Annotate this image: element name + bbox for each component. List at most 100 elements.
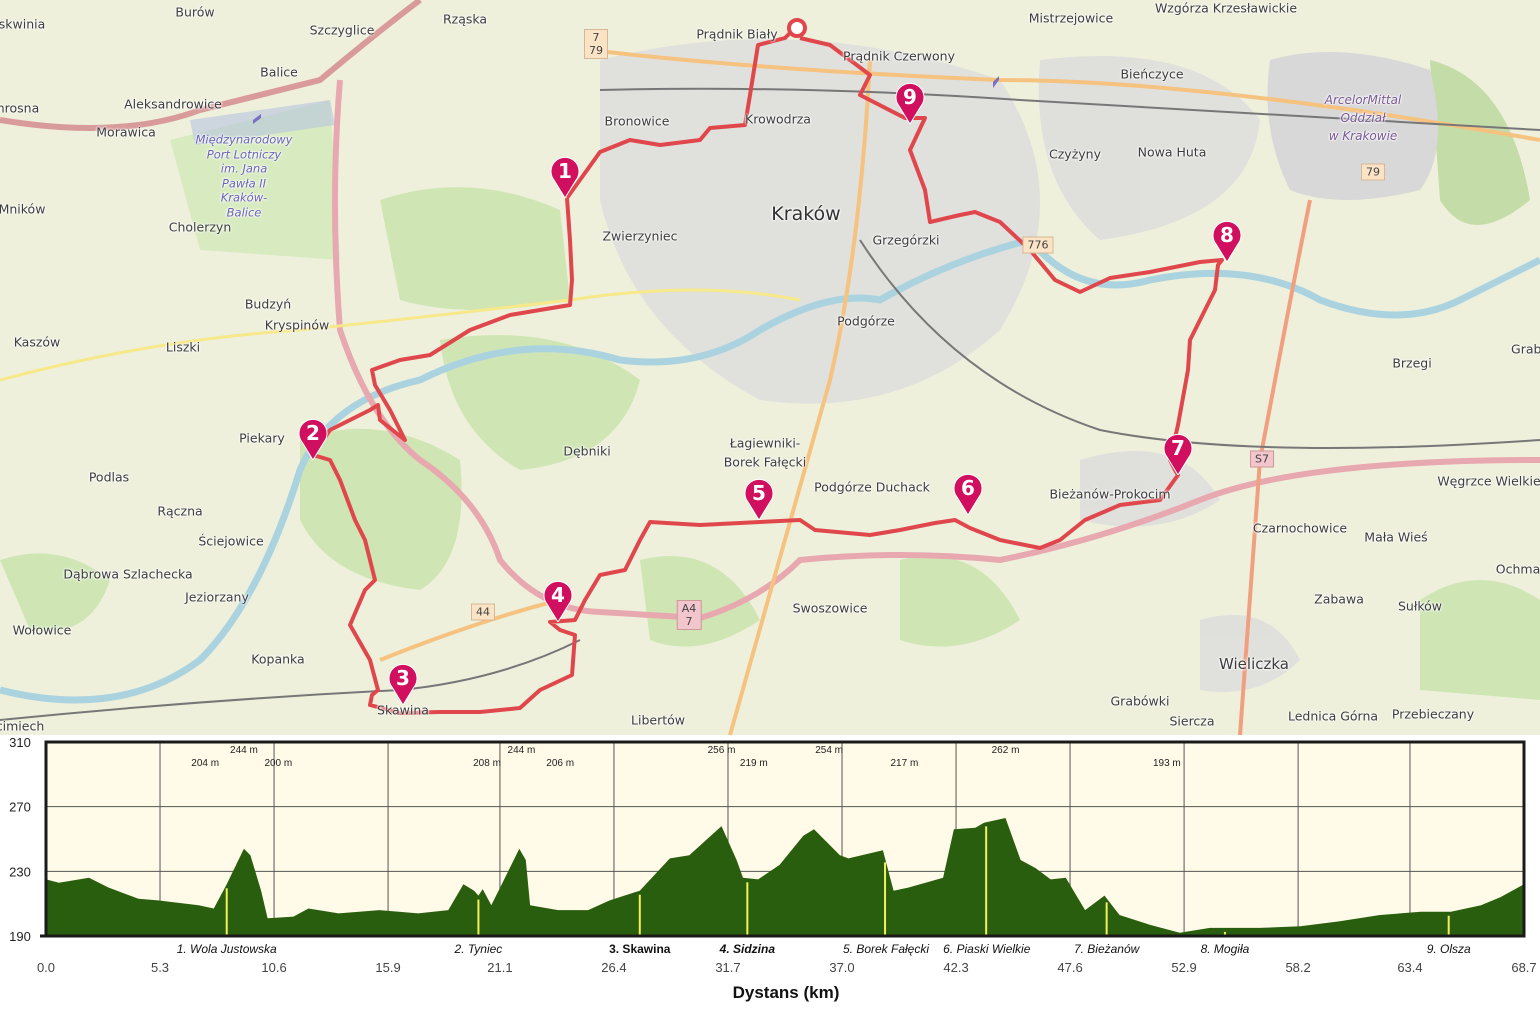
waypoint-marker-1[interactable]: 1 [550, 156, 580, 198]
place-label: Brzegi [1392, 355, 1432, 371]
place-label: Łagiewniki- [729, 435, 801, 451]
waypoint-label: 3. Skawina [609, 942, 671, 956]
place-label: Rączna [157, 503, 203, 519]
elevation-annotation: 219 m [740, 758, 768, 769]
place-label: Budzyń [244, 296, 292, 312]
city-label-krakow: Kraków [771, 203, 841, 225]
marker-number: 2 [306, 421, 320, 445]
y-tick-label: 310 [9, 735, 31, 750]
steelworks-label: ArcelorMittal Oddział w Krakowie [1325, 91, 1402, 145]
waypoint-marker-8[interactable]: 8 [1212, 220, 1242, 262]
waypoint-label: 6. Piaski Wielkie [943, 942, 1031, 956]
place-label: Szczyglice [309, 22, 375, 38]
x-tick-label: 10.6 [261, 960, 286, 975]
waypoint-marker-9[interactable]: 9 [895, 82, 925, 124]
place-label: Piekary [239, 430, 285, 446]
place-label: Zwierzyniec [602, 228, 678, 244]
place-label: Siercza [1169, 713, 1215, 729]
place-label: Sułków [1397, 598, 1443, 614]
elevation-area [46, 818, 1524, 936]
route-start-point[interactable] [787, 18, 807, 38]
route-path[interactable] [311, 26, 1224, 715]
y-tick-label: 270 [9, 800, 31, 815]
place-label: Ochman [1495, 561, 1540, 577]
place-label: Swoszowice [792, 600, 868, 616]
place-label: Cholerzyn [168, 219, 232, 235]
place-label: Libertów [631, 712, 685, 728]
place-label: Burów [175, 4, 215, 20]
elevation-annotation: 217 m [891, 758, 919, 769]
place-label: Grabi [1511, 341, 1540, 357]
x-tick-label: 52.9 [1171, 960, 1196, 975]
map-pin-icon [550, 156, 580, 198]
map-pin-icon [388, 663, 418, 705]
label-line: Balice [226, 205, 262, 219]
route-map[interactable]: Burów Szczyglice Rząska Balice Aleksandr… [0, 0, 1540, 735]
elevation-profile: 0.0 5.3 10.6 15.9 21.1 26.4 31.7 37.0 42.3 47.6 52… [0, 735, 1540, 1009]
x-axis-title: Dystans (km) [733, 983, 840, 1002]
x-tick-label: 15.9 [375, 960, 400, 975]
place-label: Podgórze [837, 313, 895, 329]
road-shield: 776 [1022, 236, 1054, 254]
place-label: cimiech [0, 718, 45, 734]
place-label: Wzgórza Krzesławickie [1154, 0, 1298, 16]
place-label: Zabawa [1314, 591, 1364, 607]
label-line: w Krakowie [1328, 129, 1398, 143]
place-label: Wieliczka [1219, 655, 1289, 673]
waypoint-marker-6[interactable]: 6 [953, 473, 983, 515]
marker-number: 1 [558, 159, 572, 183]
place-label: hrosna [0, 100, 40, 116]
waypoint-label: 9. Olsza [1427, 942, 1471, 956]
map-pin-icon [953, 473, 983, 515]
label-line: Pawła II [221, 176, 267, 190]
marker-number: 5 [752, 481, 766, 505]
steelworks-area [1267, 52, 1438, 200]
elevation-annotation: 262 m [992, 745, 1020, 756]
elevation-annotation: 254 m [815, 745, 843, 756]
marker-number: 4 [551, 583, 565, 607]
marker-number: 3 [396, 666, 410, 690]
waypoint-marker-4[interactable]: 4 [543, 580, 573, 622]
x-tick-label: 21.1 [487, 960, 512, 975]
waypoint-marker-3[interactable]: 3 [388, 663, 418, 705]
place-label: Grabówki [1110, 693, 1170, 709]
place-label: Liszki [165, 339, 201, 355]
place-label: Morawica [96, 124, 156, 140]
elevation-annotation: 204 m [191, 758, 219, 769]
waypoint-marker-7[interactable]: 7 [1163, 433, 1193, 475]
marker-number: 8 [1220, 223, 1234, 247]
map-pin-icon [298, 418, 328, 460]
waypoint-marker-2[interactable]: 2 [298, 418, 328, 460]
place-label: Kopanka [251, 651, 305, 667]
elevation-annotation: 200 m [264, 758, 292, 769]
elevation-annotation: 208 m [473, 758, 501, 769]
x-tick-label: 47.6 [1057, 960, 1082, 975]
roads [0, 0, 1540, 735]
place-label: Wołowice [12, 622, 72, 638]
place-label: Dębniki [563, 443, 611, 459]
place-label: Bieńczyce [1120, 66, 1184, 82]
place-label: Krowodrza [745, 111, 811, 127]
map-pin-icon [1212, 220, 1242, 262]
place-label: Jeziorzany [185, 589, 249, 605]
road-shield: A4 7 [676, 600, 702, 630]
place-label: Przebieczany [1391, 706, 1475, 722]
place-label: Aleksandrowice [124, 96, 222, 112]
x-tick-label: 26.4 [601, 960, 626, 975]
waypoint-marker-5[interactable]: 5 [744, 478, 774, 520]
x-tick-label: 5.3 [151, 960, 169, 975]
marker-number: 6 [961, 476, 975, 500]
elevation-annotation: 206 m [546, 758, 574, 769]
place-label: Ściejowice [198, 533, 264, 549]
place-label: Prądnik Biały [696, 26, 778, 42]
map-pin-icon [1163, 433, 1193, 475]
elevation-annotation: 244 m [230, 745, 258, 756]
map-pin-icon [895, 82, 925, 124]
place-label: Mistrzejowice [1028, 10, 1114, 26]
road-shield: 79 [1361, 163, 1385, 181]
airport-label: Międzynarodowy Port Lotniczy im. Jana Pa… [196, 133, 293, 220]
place-label: Mników [0, 201, 46, 217]
forest-areas [0, 60, 1540, 700]
x-tick-label: 68.7 [1511, 960, 1536, 975]
place-label: Nowa Huta [1137, 144, 1207, 160]
